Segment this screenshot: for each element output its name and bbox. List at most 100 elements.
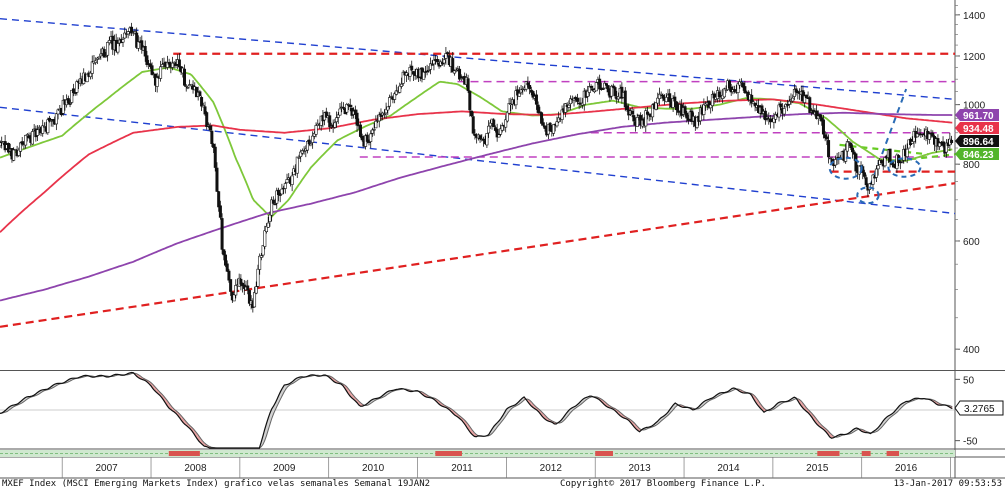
candle-up bbox=[91, 62, 93, 74]
candle-up bbox=[665, 97, 667, 102]
candle-down bbox=[493, 120, 495, 127]
candle-up bbox=[55, 114, 57, 124]
candle-up bbox=[105, 56, 107, 57]
candle-down bbox=[211, 131, 213, 144]
signal-strip bbox=[0, 450, 955, 457]
year-label: 2011 bbox=[451, 463, 473, 474]
candle-down bbox=[226, 264, 228, 272]
candle-down bbox=[356, 113, 358, 125]
candle-up bbox=[335, 118, 337, 122]
candle-down bbox=[221, 218, 223, 249]
candle-up bbox=[877, 166, 879, 169]
last-value-label: 896.64 bbox=[955, 135, 999, 148]
candle-down bbox=[217, 192, 219, 207]
candle-up bbox=[373, 129, 375, 130]
candle-up bbox=[858, 166, 860, 174]
candle-down bbox=[200, 97, 202, 106]
candle-up bbox=[286, 180, 288, 183]
candle-down bbox=[851, 148, 853, 152]
candle-down bbox=[540, 113, 542, 124]
candle-up bbox=[848, 142, 850, 143]
candle-up bbox=[339, 109, 341, 115]
candle-down bbox=[819, 114, 821, 117]
candle-up bbox=[253, 293, 255, 307]
candle-down bbox=[826, 137, 828, 139]
candle-down bbox=[822, 120, 824, 134]
candle-up bbox=[844, 150, 846, 161]
candle-down bbox=[168, 62, 170, 64]
candle-up bbox=[127, 32, 129, 34]
candle-down bbox=[614, 87, 616, 95]
candle-up bbox=[291, 176, 293, 185]
candle-up bbox=[100, 54, 102, 56]
candle-up bbox=[255, 287, 257, 293]
price-tick-label: 600 bbox=[963, 237, 980, 248]
candle-down bbox=[199, 92, 201, 96]
candle-down bbox=[342, 107, 344, 108]
candle-up bbox=[14, 149, 16, 150]
candle-up bbox=[269, 215, 271, 222]
candle-down bbox=[469, 91, 471, 110]
oscillator-last-value-text: 3.2765 bbox=[964, 404, 995, 415]
year-label: 2007 bbox=[95, 463, 118, 474]
year-label: 2010 bbox=[362, 463, 385, 474]
candle-up bbox=[0, 143, 1, 146]
candle-down bbox=[598, 79, 600, 89]
candle-down bbox=[889, 149, 891, 162]
candle-up bbox=[783, 108, 785, 114]
candle-up bbox=[311, 136, 313, 143]
candle-down bbox=[827, 140, 829, 156]
price-tick-label: 400 bbox=[963, 345, 980, 356]
candle-down bbox=[863, 173, 865, 177]
candle-down bbox=[668, 94, 670, 102]
footer-left-text: MXEF Index (MSCI Emerging Markets Index)… bbox=[2, 479, 430, 489]
candle-down bbox=[590, 86, 592, 87]
candle-up bbox=[296, 157, 298, 173]
candle-up bbox=[185, 86, 187, 87]
last-value-label-text: 846.23 bbox=[963, 150, 994, 161]
candle-down bbox=[472, 117, 474, 134]
candle-up bbox=[383, 114, 385, 115]
candle-up bbox=[257, 269, 259, 286]
candle-up bbox=[375, 121, 377, 128]
candle-up bbox=[315, 125, 317, 134]
candle-up bbox=[552, 125, 554, 134]
candle-down bbox=[607, 86, 609, 92]
candle-down bbox=[361, 136, 363, 140]
candle-down bbox=[626, 106, 628, 110]
candle-down bbox=[452, 58, 454, 72]
candle-down bbox=[633, 115, 635, 121]
last-value-label-text: 934.48 bbox=[963, 124, 994, 135]
candle-down bbox=[535, 95, 537, 104]
candle-up bbox=[334, 123, 336, 128]
candle-down bbox=[446, 53, 448, 54]
year-label: 2012 bbox=[540, 463, 563, 474]
candle-down bbox=[686, 113, 688, 118]
candle-up bbox=[207, 125, 209, 126]
candle-up bbox=[846, 142, 848, 152]
candle-up bbox=[636, 117, 638, 126]
candle-up bbox=[884, 157, 886, 165]
candle-down bbox=[178, 60, 180, 67]
candle-down bbox=[528, 85, 530, 89]
candle-up bbox=[399, 86, 401, 92]
candle-up bbox=[443, 60, 445, 63]
candle-down bbox=[223, 250, 225, 255]
candle-down bbox=[467, 79, 469, 91]
year-label: 2008 bbox=[184, 463, 207, 474]
candle-down bbox=[308, 140, 310, 144]
candle-down bbox=[274, 204, 276, 205]
candle-up bbox=[928, 134, 930, 139]
candle-up bbox=[12, 150, 14, 160]
candle-up bbox=[96, 58, 98, 59]
candle-down bbox=[648, 114, 650, 115]
price-tick-label: 1400 bbox=[963, 11, 986, 22]
candle-up bbox=[938, 143, 940, 147]
price-tick-label: 800 bbox=[963, 160, 980, 171]
candle-down bbox=[684, 106, 686, 113]
candle-up bbox=[455, 70, 457, 71]
candle-down bbox=[277, 190, 279, 195]
candle-down bbox=[183, 69, 185, 85]
candle-down bbox=[247, 286, 249, 290]
